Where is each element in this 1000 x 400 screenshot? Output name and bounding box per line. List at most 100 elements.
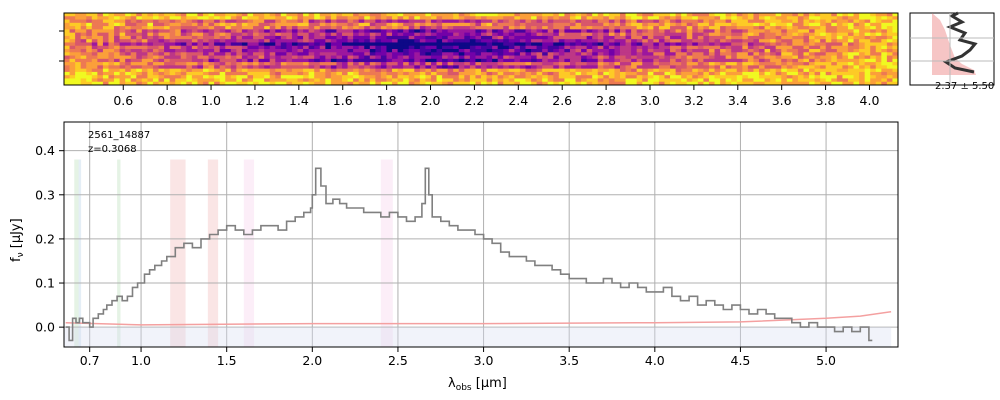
heatmap-cell [564, 29, 571, 34]
heatmap-cell [553, 19, 560, 24]
heatmap-cell [864, 65, 871, 70]
heatmap-cell [392, 55, 398, 60]
heatmap-cell [442, 13, 449, 17]
heatmap-cell [319, 42, 326, 47]
heatmap-cell [770, 42, 777, 47]
heatmap-cell [369, 32, 376, 37]
heatmap-cell [191, 65, 198, 70]
heatmap-cell [853, 35, 860, 40]
heatmap-cell [864, 32, 871, 37]
heatmap-cell [497, 78, 504, 83]
heatmap-cell [686, 71, 693, 76]
heatmap-cell [447, 58, 454, 63]
heatmap-cell [586, 65, 593, 70]
heatmap-cell [558, 65, 565, 70]
heatmap-cell [809, 39, 815, 43]
heatmap-cell [164, 71, 171, 76]
heatmap-cell [786, 81, 793, 86]
heatmap-cell [291, 62, 298, 66]
heatmap-cell [97, 32, 104, 37]
heatmap-cell [319, 62, 326, 66]
heatmap-cell [191, 13, 198, 17]
heatmap-cell [564, 75, 571, 79]
heatmap-cell [547, 22, 554, 27]
heatmap-cell [631, 78, 638, 83]
heatmap-cell [770, 81, 777, 86]
heatmap-cell [764, 32, 771, 37]
heatmap-cell [603, 81, 610, 86]
heatmap-cell [714, 81, 721, 86]
heatmap-cell [91, 62, 98, 66]
heatmap-cell [775, 22, 782, 27]
heatmap-cell [214, 81, 221, 86]
heatmap-cell [458, 55, 465, 60]
heatmap-cell [781, 16, 788, 20]
heatmap-cell [886, 71, 893, 76]
heatmap-cell [80, 78, 87, 83]
heatmap-cell [342, 32, 348, 37]
heatmap-cell [686, 62, 693, 66]
heatmap-cell [625, 19, 632, 24]
heatmap-cell [764, 78, 771, 83]
heatmap-cell [747, 68, 754, 73]
heatmap-cell [864, 58, 871, 63]
heatmap-cell [358, 52, 365, 56]
heatmap-cell [219, 13, 226, 17]
heatmap-cell [569, 55, 576, 60]
heatmap-cell [697, 16, 704, 20]
heatmap-cell [180, 52, 187, 56]
heatmap-cell [881, 13, 888, 17]
heatmap-cell [725, 71, 732, 76]
heatmap-cell [325, 32, 332, 37]
heatmap-cell [797, 16, 804, 20]
heatmap-cell [291, 29, 298, 34]
heatmap-cell [847, 49, 854, 53]
heatmap-cell [380, 42, 387, 47]
heatmap-cell [886, 16, 893, 20]
heatmap-cell [342, 75, 348, 79]
heatmap-cell [492, 13, 499, 17]
heatmap-cell [264, 75, 271, 79]
heatmap-cell [753, 22, 760, 27]
heatmap-cell [308, 13, 315, 17]
heatmap-cell [592, 13, 599, 17]
heatmap-cell [330, 45, 337, 50]
heatmap-cell [236, 81, 243, 86]
heatmap-cell [825, 39, 832, 43]
heatmap-cell [714, 45, 721, 50]
heatmap-cell [759, 39, 765, 43]
heatmap-cell [80, 49, 87, 53]
heatmap-cell [125, 22, 132, 27]
heatmap-cell [881, 39, 888, 43]
heatmap-cell [286, 49, 293, 53]
heatmap-cell [881, 78, 888, 83]
heatmap-cell [458, 58, 465, 63]
heatmap-cell [686, 78, 693, 83]
heatmap-cell [436, 26, 443, 30]
heatmap-cell [286, 68, 293, 73]
heatmap-cell [653, 78, 660, 83]
heatmap-cell [492, 58, 499, 63]
heatmap-cell [847, 22, 854, 27]
heatmap-cell [430, 75, 437, 79]
heatmap-cell [375, 42, 382, 47]
heatmap-cell [575, 35, 582, 40]
heatmap-cell [425, 39, 432, 43]
heatmap-cell [392, 26, 398, 30]
heatmap-cell [258, 19, 265, 24]
heatmap-cell [625, 42, 632, 47]
heatmap-cell [458, 32, 465, 37]
heatmap-cell [86, 42, 93, 47]
heatmap-cell [792, 58, 799, 63]
heatmap-x-tick-label: 2.0 [421, 93, 441, 108]
heatmap-cell [675, 19, 682, 24]
heatmap-cell [514, 45, 521, 50]
heatmap-cell [336, 19, 343, 24]
heatmap-cell [414, 78, 421, 83]
heatmap-cell [803, 75, 810, 79]
heatmap-cell [436, 16, 443, 20]
heatmap-cell [703, 35, 710, 40]
heatmap-cell [269, 71, 276, 76]
heatmap-cell [759, 58, 765, 63]
heatmap-cell [280, 81, 287, 86]
